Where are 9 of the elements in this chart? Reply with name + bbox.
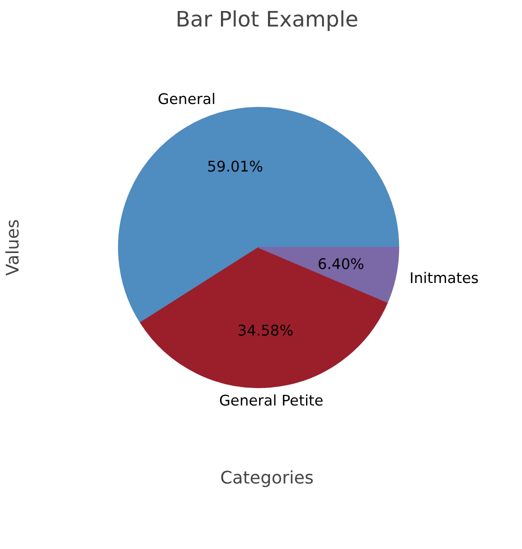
data-label: 6.40% <box>318 256 364 273</box>
slice-label: General Petite <box>219 392 324 410</box>
slice-label: Initmates <box>410 270 479 287</box>
data-label: 34.58% <box>238 322 294 340</box>
text: Values <box>4 219 24 276</box>
chart-title: Bar Plot Example <box>176 8 358 32</box>
text: Categories <box>220 468 314 488</box>
data-label: 59.01% <box>207 158 264 176</box>
slice-label: General <box>158 91 216 108</box>
